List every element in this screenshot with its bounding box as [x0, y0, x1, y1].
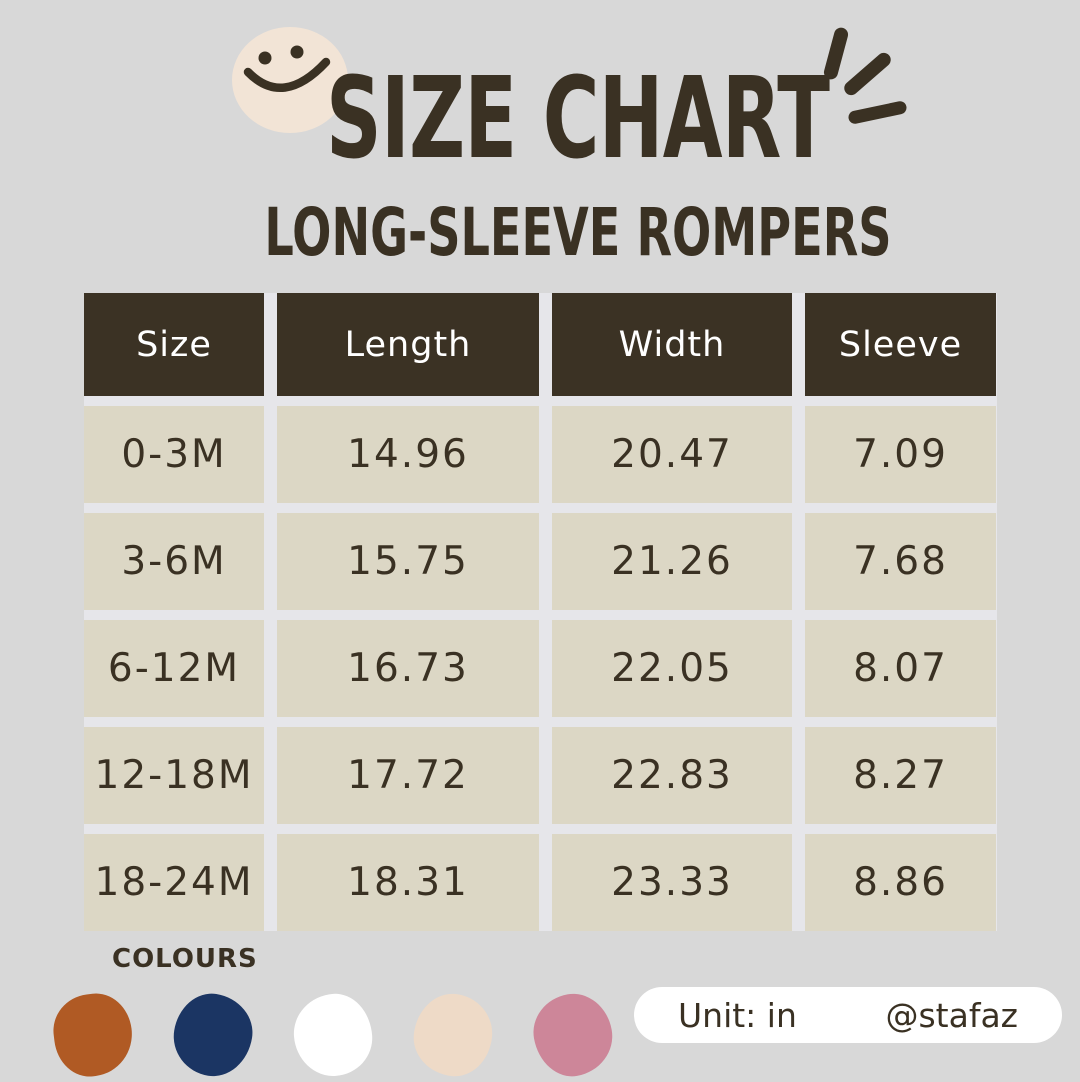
column-header-width: Width	[552, 293, 792, 396]
table-cell: 20.47	[552, 406, 792, 503]
row-size-label: 18-24M	[84, 834, 264, 931]
table-cell: 8.27	[805, 727, 996, 824]
table-cell: 8.07	[805, 620, 996, 717]
unit-label: Unit: in	[678, 995, 797, 1035]
table-cell: 22.05	[552, 620, 792, 717]
table-cell: 14.96	[277, 406, 539, 503]
page-subtitle: LONG-SLEEVE ROMPERS	[264, 194, 892, 271]
size-table: Size Length Width Sleeve 0-3M 14.96 20.47 7…	[84, 293, 997, 931]
brand-handle: @stafaz	[885, 995, 1018, 1035]
table-cell: 23.33	[552, 834, 792, 931]
table-cell: 17.72	[277, 727, 539, 824]
colour-swatch-navy	[168, 988, 258, 1082]
colour-swatch-cream	[409, 990, 497, 1080]
colour-swatch-rust	[49, 989, 137, 1081]
row-size-label: 12-18M	[84, 727, 264, 824]
row-size-label: 3-6M	[84, 513, 264, 610]
table-cell: 15.75	[277, 513, 539, 610]
table-cell: 7.68	[805, 513, 996, 610]
column-header-length: Length	[277, 293, 539, 396]
colour-swatch-white	[291, 991, 375, 1079]
table-cell: 22.83	[552, 727, 792, 824]
table-cell: 21.26	[552, 513, 792, 610]
unit-pill: Unit: in @stafaz	[634, 987, 1062, 1043]
page-title: SIZE CHART	[326, 54, 830, 184]
column-header-size: Size	[84, 293, 264, 396]
column-header-sleeve: Sleeve	[805, 293, 996, 396]
row-size-label: 0-3M	[84, 406, 264, 503]
table-cell: 8.86	[805, 834, 996, 931]
table-cell: 16.73	[277, 620, 539, 717]
table-cell: 18.31	[277, 834, 539, 931]
table-cell: 7.09	[805, 406, 996, 503]
colour-swatch-row	[49, 987, 619, 1082]
colours-label: COLOURS	[112, 944, 258, 974]
smiley-face-icon	[232, 27, 348, 133]
row-size-label: 6-12M	[84, 620, 264, 717]
colour-swatch-pink	[527, 987, 619, 1082]
